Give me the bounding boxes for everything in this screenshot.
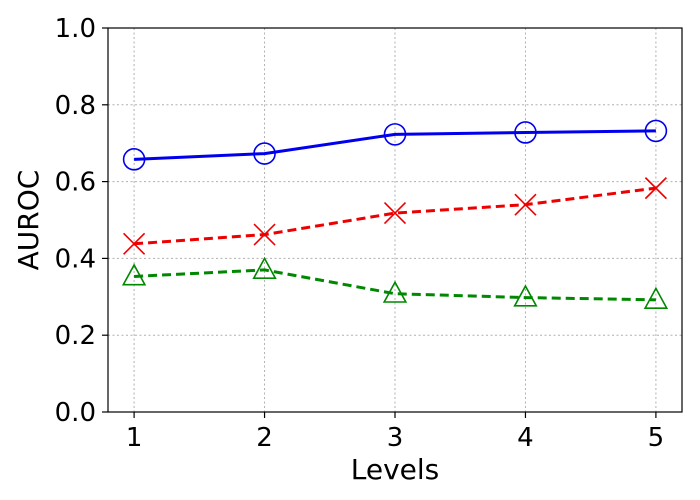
x-tick-label: 2	[256, 423, 273, 453]
circle-marker	[253, 142, 276, 165]
y-tick-label: 0.0	[55, 398, 96, 428]
circle-marker	[383, 123, 407, 146]
series-1	[122, 119, 668, 171]
x-marker	[383, 202, 407, 225]
triangle-marker	[382, 280, 408, 303]
series-3	[121, 256, 669, 309]
x-marker	[514, 193, 537, 216]
plot-frame	[107, 27, 683, 413]
triangle-marker	[121, 263, 147, 286]
grid	[108, 27, 682, 413]
x-tick-label: 4	[517, 423, 534, 453]
y-tick-label: 1.0	[55, 14, 96, 44]
y-tick-label: 0.2	[55, 321, 96, 351]
y-tick-label: 0.4	[55, 244, 96, 274]
y-tick-label: 0.8	[55, 91, 96, 121]
series-layer	[121, 119, 669, 309]
circle-marker	[514, 121, 537, 144]
y-tick-label: 0.6	[55, 168, 96, 198]
triangle-marker	[513, 284, 538, 307]
x-tick-label: 1	[126, 423, 143, 453]
triangle-marker	[643, 286, 669, 309]
x-marker	[644, 177, 667, 200]
x-marker	[253, 223, 276, 246]
x-axis-label: Levels	[351, 453, 440, 486]
triangle-marker	[252, 256, 277, 280]
series-line	[134, 129, 656, 161]
x-tick-label: 5	[648, 423, 665, 453]
x-tick-label: 3	[387, 423, 404, 453]
y-axis-label: AUROC	[12, 170, 45, 271]
circle-marker	[644, 119, 668, 143]
y-axis: 0.0 0.2 0.4 0.6 0.8 1.0	[55, 14, 108, 428]
series-2	[123, 177, 667, 255]
circle-marker	[122, 148, 146, 171]
series-line	[133, 186, 657, 246]
x-marker	[123, 232, 146, 255]
x-axis: 1 2 3 4 5	[126, 412, 664, 453]
series-line	[134, 268, 656, 302]
